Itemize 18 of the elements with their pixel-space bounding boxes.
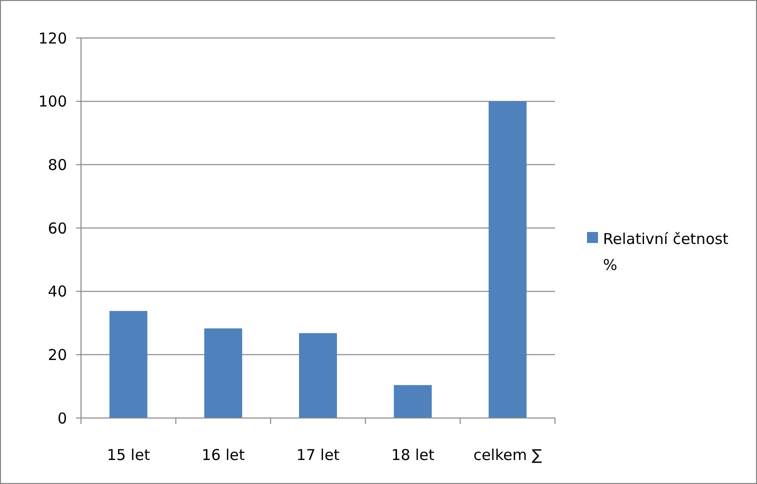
bar [394, 385, 432, 418]
y-tick-label: 80 [48, 156, 67, 174]
x-tick-label: 17 let [296, 446, 340, 464]
bar [488, 101, 527, 418]
y-tick-label: 100 [38, 92, 67, 111]
y-tick-label: 40 [48, 282, 67, 301]
y-tick-label: 60 [48, 219, 67, 238]
y-tick-label: 20 [48, 346, 67, 364]
bar [299, 333, 337, 418]
y-tick-label: 0 [57, 409, 67, 428]
x-tick-label: 16 let [202, 446, 245, 464]
legend-label: Relativní četnost % [603, 230, 729, 274]
bar [204, 328, 242, 418]
bar [109, 310, 148, 418]
x-tick-label: 15 let [106, 446, 150, 464]
y-tick-label: 120 [38, 29, 67, 48]
x-tick-label: 18 let [391, 446, 434, 464]
x-tick-label: celkem ∑ [473, 446, 542, 464]
